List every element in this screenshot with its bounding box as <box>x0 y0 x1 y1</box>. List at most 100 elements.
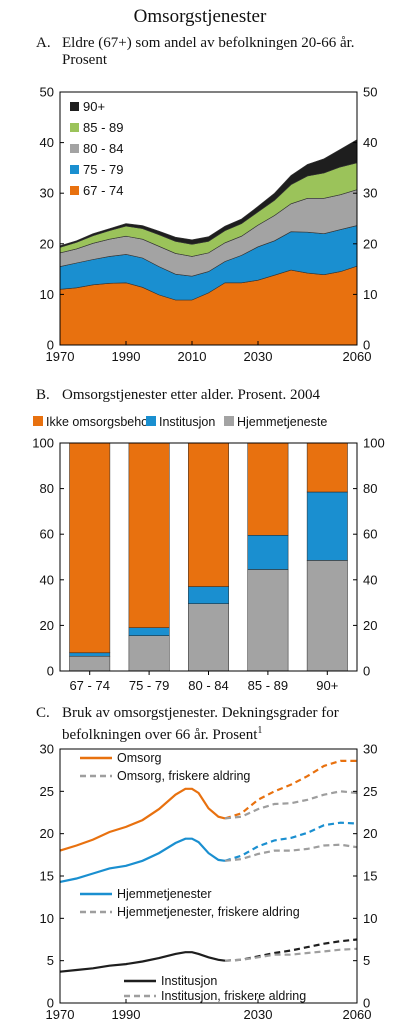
chart-b-ytick-left-label: 20 <box>40 618 54 633</box>
chart-a-ytick-right-label: 20 <box>363 236 377 251</box>
chart-b-ytick-left-label: 60 <box>40 527 54 542</box>
chart-a-frame <box>59 91 358 346</box>
chart-b-ytick-right-label: 100 <box>363 436 385 451</box>
chart-b-xtick-label: 67 - 74 <box>69 678 109 693</box>
panel-c-title-text: Bruk av omsorgstjenester. Dekningsgrader… <box>62 705 392 744</box>
chart-b-ytick-left-label: 40 <box>40 572 54 587</box>
chart-a-legend-label: 80 - 84 <box>83 141 123 156</box>
chart-c-ytick-left-label: 0 <box>47 996 54 1011</box>
panel-b-title-text: Omsorgstjenester etter alder. Prosent. 2… <box>62 387 321 403</box>
chart-a-legend-label: 90+ <box>83 99 105 114</box>
panel-c-footnote-mark: 1 <box>257 725 263 736</box>
chart-c-line-omsorg-history <box>59 787 226 852</box>
chart-c-ytick-right-label: 30 <box>363 742 377 757</box>
chart-c-ytick-left-label: 5 <box>47 953 54 968</box>
panel-c-label: C. <box>36 705 50 721</box>
chart-b-bar-hjemmetjeneste <box>306 560 348 672</box>
chart-b-xtick-label: 75 - 79 <box>129 678 169 693</box>
chart-c-legend-label: Omsorg, friskere aldring <box>117 769 250 783</box>
panel-a-label: A. <box>36 35 51 51</box>
chart-c-line-institusjon-friskere-aldring <box>224 947 358 962</box>
chart-a-ytick-right-label: 10 <box>363 287 377 302</box>
chart-c-ytick-left-label: 15 <box>40 869 54 884</box>
chart-c-ytick-right-label: 15 <box>363 869 377 884</box>
chart-c-legend-label: Institusjon <box>161 974 217 988</box>
chart-c-legend-label: Hjemmetjenester, friskere aldring <box>117 905 300 919</box>
chart-b-bar-ikke-omsorgsbehov <box>306 442 348 493</box>
chart-b-xtick-label: 85 - 89 <box>248 678 288 693</box>
chart-a-ytick-right-label: 30 <box>363 186 377 201</box>
chart-c-line-hjemmetjenester-friskere-aldring <box>224 843 358 862</box>
panel-a-title-text: Eldre (67+) som andel av befolkningen 20… <box>62 35 355 68</box>
chart-b-legend-swatch <box>224 416 234 426</box>
chart-a-legend-swatch <box>70 144 79 153</box>
chart-b-ytick-right-label: 20 <box>363 618 377 633</box>
chart-b-bar-institusjon <box>188 586 229 604</box>
chart-a-legend-swatch <box>70 165 79 174</box>
chart-b-legend-swatch <box>33 416 43 426</box>
chart-b-ytick-right-label: 0 <box>363 664 370 679</box>
chart-a-ytick-left-label: 50 <box>40 85 54 100</box>
chart-a-legend-swatch <box>70 186 79 195</box>
chart-a-legend-label: 67 - 74 <box>83 183 123 198</box>
chart-a-ytick-right-label: 0 <box>363 338 370 353</box>
panel-b-label: B. <box>36 387 50 403</box>
chart-a-xtick-label: 2010 <box>178 349 207 364</box>
chart-c-line-omsorg-projection <box>224 759 357 820</box>
chart-b-bar-hjemmetjeneste <box>128 635 170 672</box>
chart-c-xtick-label: 1970 <box>46 1007 75 1022</box>
chart-b-bar-ikke-omsorgsbehov <box>128 442 170 628</box>
chart-b-bar-institusjon <box>69 652 111 657</box>
chart-c-xtick-label: 1990 <box>112 1007 141 1022</box>
chart-c-line-hjemmetjenester-history <box>59 837 226 883</box>
chart-a-ytick-right-label: 40 <box>363 135 377 150</box>
chart-c-ytick-left-label: 20 <box>40 826 54 841</box>
chart-a-xtick-label: 2060 <box>343 349 372 364</box>
chart-c-line-omsorg-friskere-aldring <box>224 790 358 820</box>
chart-c-legend-label: Institusjon, friskere aldring <box>161 989 306 1003</box>
figure-title: Omsorgstjenester <box>133 6 267 27</box>
chart-b-xtick-label: 80 - 84 <box>188 678 228 693</box>
chart-c-legend-label: Omsorg <box>117 751 162 765</box>
chart-b-legend-label: Hjemmetjeneste <box>237 415 327 429</box>
chart-b-bar-ikke-omsorgsbehov <box>247 442 289 536</box>
chart-a-ytick-left-label: 20 <box>40 236 54 251</box>
chart-c-ytick-left-label: 30 <box>40 742 54 757</box>
chart-c-ytick-left-label: 10 <box>40 911 54 926</box>
chart-c-frame <box>59 748 358 1004</box>
chart-b-legend-label: Institusjon <box>159 415 215 429</box>
chart-a-ytick-left-label: 10 <box>40 287 54 302</box>
chart-c-line-hjemmetjenester-projection <box>224 821 358 862</box>
chart-a-ytick-right-label: 50 <box>363 85 377 100</box>
chart-b-ytick-left-label: 0 <box>47 664 54 679</box>
chart-a-ytick-left-label: 30 <box>40 186 54 201</box>
chart-b-ytick-left-label: 80 <box>40 481 54 496</box>
chart-a-ytick-left-label: 40 <box>40 135 54 150</box>
chart-b-bar-hjemmetjeneste <box>69 655 111 672</box>
chart-b-ytick-right-label: 40 <box>363 572 377 587</box>
chart-b-frame <box>59 442 358 672</box>
chart-c-ytick-right-label: 0 <box>363 996 370 1011</box>
chart-c-xtick-label: 2030 <box>244 1007 273 1022</box>
chart-b-bar-institusjon <box>247 535 289 570</box>
chart-a-ytick-left-label: 0 <box>47 338 54 353</box>
chart-b-legend-swatch <box>146 416 156 426</box>
chart-a-legend-swatch <box>70 123 79 132</box>
chart-c-ytick-right-label: 20 <box>363 826 377 841</box>
chart-c-ytick-right-label: 10 <box>363 911 377 926</box>
chart-a-legend-swatch <box>70 102 79 111</box>
chart-b-bar-hjemmetjeneste <box>188 603 229 672</box>
chart-c-legend-label: Hjemmetjenester <box>117 887 211 901</box>
chart-b-ytick-right-label: 80 <box>363 481 377 496</box>
chart-c-xtick-label: 2060 <box>343 1007 372 1022</box>
chart-b-bar-institusjon <box>128 627 170 636</box>
chart-c-line-institusjon-history <box>59 951 226 973</box>
chart-b-legend-label: Ikke omsorgsbehov <box>46 415 155 429</box>
chart-b-bar-hjemmetjeneste <box>247 569 289 672</box>
chart-b-bar-ikke-omsorgsbehov <box>69 442 111 654</box>
chart-a-legend-label: 75 - 79 <box>83 162 123 177</box>
chart-c-ytick-left-label: 25 <box>40 784 54 799</box>
chart-c-ytick-right-label: 5 <box>363 953 370 968</box>
